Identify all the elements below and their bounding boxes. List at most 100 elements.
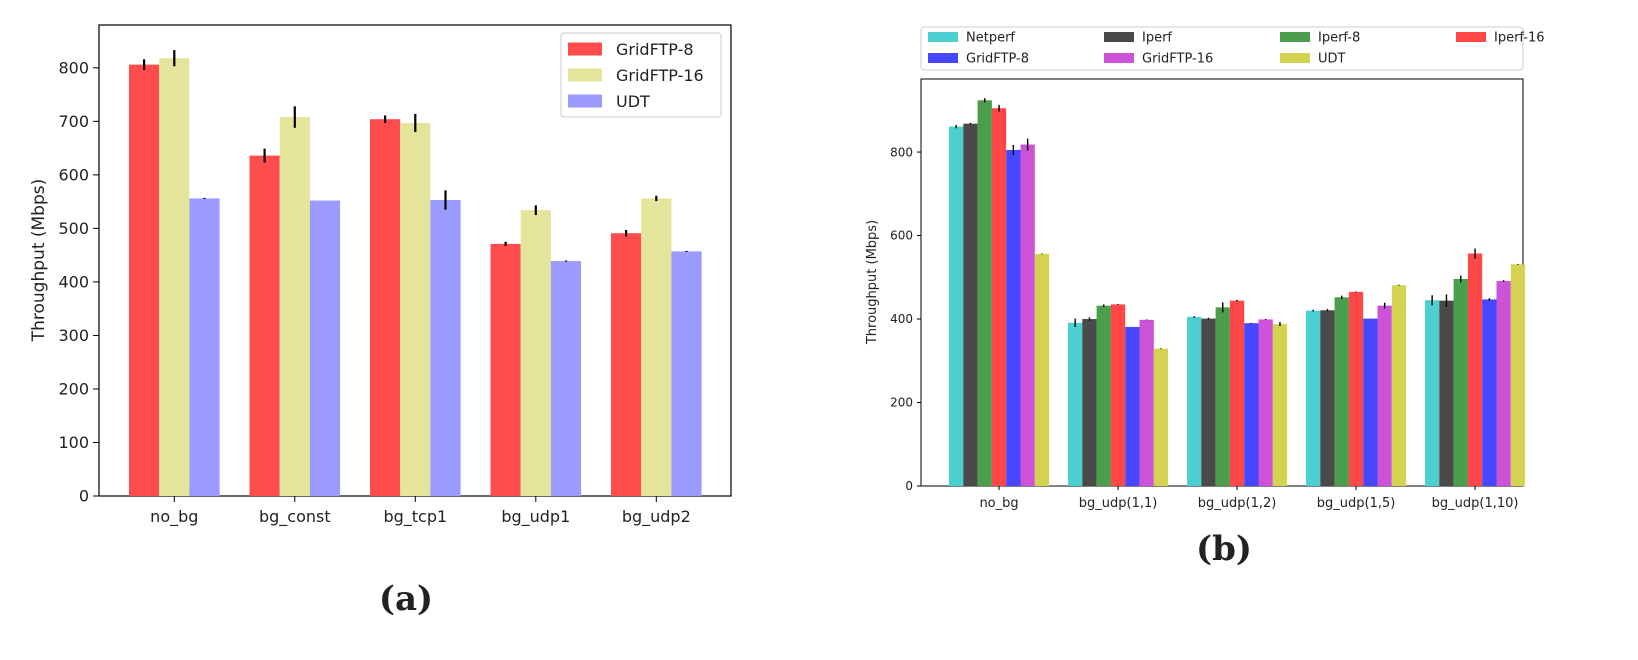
x-tick-label: bg_udp(1,10): [1432, 496, 1519, 511]
bar-udt-no-bg: [1034, 253, 1050, 486]
x-axis-b: no_bg bg_udp(1,1) bg_udp(1,2) bg_udp(1,5) bg…: [979, 486, 1518, 511]
bar-udt-no-bg: [189, 198, 220, 496]
legend-swatch-iperf: [1104, 32, 1134, 42]
x-tick-label: no_bg: [150, 507, 198, 527]
legend-b: Netperf Iperf Iperf-8 Iperf-16 GridFTP-8 Grid…: [920, 26, 1545, 71]
chart-panel-b: 0 200 400 600 800 no_bg bg_udp(1,1) bg_udp(1,2…: [865, 26, 1545, 569]
bars-b: [949, 98, 1526, 487]
legend-swatch-iperf-16: [1456, 32, 1486, 42]
legend-label-gridftp-8: GridFTP-8: [966, 52, 1029, 67]
bar-gridftp-8-bg-udp-1-1-: [1125, 326, 1140, 486]
chart-panel-a: 0 100 200 300 400 500 600 700 800 no_bg bg_const b…: [29, 24, 732, 619]
y-tick-label: 100: [58, 433, 89, 452]
bar-gridftp-8-no-bg: [1006, 149, 1021, 486]
y-tick-label: 0: [905, 479, 913, 493]
bar-netperf-bg-udp-1-5-: [1306, 310, 1321, 486]
y-tick-label: 0: [79, 487, 89, 506]
bar-udt-bg-udp2: [671, 251, 702, 496]
bar-gridftp-8-bg-udp-1-5-: [1363, 318, 1378, 486]
bar-iperf-16-bg-udp-1-1-: [1110, 304, 1126, 486]
bar-gridftp-16-no-bg: [159, 58, 190, 497]
legend-label-gridftp-16: GridFTP-16: [1142, 52, 1213, 67]
bar-iperf-16-bg-udp-1-10-: [1467, 253, 1483, 486]
y-tick-label: 800: [890, 145, 913, 159]
bar-iperf-no-bg: [963, 123, 978, 486]
bar-iperf-bg-udp-1-5-: [1320, 310, 1335, 486]
y-axis-b: 0 200 400 600 800: [890, 145, 921, 493]
bar-netperf-no-bg: [949, 126, 964, 486]
bar-netperf-bg-udp-1-2-: [1187, 316, 1202, 486]
bar-iperf-16-bg-udp-1-2-: [1229, 300, 1245, 486]
bar-netperf-bg-udp-1-1-: [1068, 322, 1083, 486]
bar-gridftp-16-bg-udp-1-2-: [1258, 319, 1273, 486]
legend-label-gridftp-8: GridFTP-8: [616, 40, 694, 59]
bar-gridftp-8-no-bg: [129, 64, 160, 497]
y-axis-a: 0 100 200 300 400 500 600 700 800: [58, 58, 99, 506]
x-tick-label: bg_udp(1,1): [1079, 496, 1158, 511]
bar-iperf-bg-udp-1-10-: [1439, 300, 1454, 486]
x-tick-label: bg_udp(1,2): [1198, 496, 1277, 511]
bar-iperf-8-bg-udp-1-10-: [1453, 278, 1468, 486]
y-tick-label: 400: [58, 273, 89, 292]
x-axis-a: no_bg bg_const bg_tcp1 bg_udp1 bg_udp2: [150, 496, 691, 527]
x-tick-label: bg_udp2: [622, 507, 691, 527]
bar-iperf-bg-udp-1-1-: [1082, 319, 1097, 486]
bar-netperf-bg-udp-1-10-: [1425, 300, 1440, 486]
legend-label-iperf-16: Iperf-16: [1494, 31, 1545, 46]
bar-udt-bg-udp-1-10-: [1510, 264, 1526, 486]
y-tick-label: 200: [58, 380, 89, 399]
bar-iperf-8-no-bg: [977, 100, 992, 486]
bar-gridftp-8-bg-udp-1-10-: [1482, 299, 1497, 486]
y-tick-label: 600: [58, 165, 89, 184]
bar-udt-bg-udp1: [550, 261, 582, 496]
legend-label-netperf: Netperf: [966, 31, 1015, 46]
y-tick-label: 500: [58, 219, 89, 238]
y-tick-label: 700: [58, 112, 89, 131]
bar-udt-bg-udp-1-5-: [1391, 285, 1407, 486]
bar-gridftp-16-bg-udp-1-1-: [1139, 319, 1154, 486]
bar-gridftp-16-bg-const: [279, 117, 310, 497]
bar-udt-bg-udp-1-1-: [1153, 348, 1169, 486]
y-tick-label: 300: [58, 326, 89, 345]
x-tick-label: bg_const: [259, 507, 331, 527]
bar-iperf-8-bg-udp-1-5-: [1334, 297, 1349, 486]
y-axis-label-b: Throughput (Mbps): [865, 220, 880, 345]
bar-gridftp-16-bg-udp2: [641, 198, 672, 496]
bar-iperf-16-no-bg: [991, 108, 1007, 486]
y-tick-label: 800: [58, 58, 89, 77]
bar-gridftp-8-bg-udp1: [490, 243, 521, 496]
bar-gridftp-8-bg-tcp1: [370, 119, 401, 496]
bar-gridftp-8-bg-udp2: [611, 233, 642, 496]
bar-iperf-bg-udp-1-2-: [1201, 318, 1216, 486]
bar-gridftp-16-no-bg: [1020, 144, 1035, 487]
bar-gridftp-16-bg-udp-1-10-: [1496, 281, 1511, 486]
legend-label-gridftp-16: GridFTP-16: [616, 66, 704, 85]
x-tick-label: bg_udp(1,5): [1317, 496, 1396, 511]
legend-swatch-udt: [1280, 53, 1310, 63]
legend-label-iperf: Iperf: [1142, 31, 1172, 46]
legend-frame-b: [920, 26, 1524, 71]
legend-swatch-iperf-8: [1280, 32, 1310, 42]
legend-a: GridFTP-8 GridFTP-16 UDT: [560, 32, 722, 118]
legend-swatch-gridftp-8: [568, 42, 602, 56]
y-tick-label: 600: [890, 229, 913, 243]
x-tick-label: bg_tcp1: [383, 507, 447, 527]
panel-label-b: (b): [1196, 529, 1252, 569]
bar-udt-bg-udp-1-2-: [1272, 324, 1288, 486]
legend-swatch-netperf: [928, 32, 958, 42]
panel-label-a: (a): [379, 579, 433, 619]
bar-gridftp-8-bg-udp-1-2-: [1244, 323, 1259, 486]
bar-gridftp-8-bg-const: [249, 155, 280, 496]
bar-udt-bg-const: [309, 200, 341, 496]
legend-swatch-udt: [568, 94, 602, 108]
legend-swatch-gridftp-16: [1104, 53, 1134, 63]
bar-gridftp-16-bg-tcp1: [400, 122, 431, 496]
bars-a: [129, 50, 702, 497]
legend-swatch-gridftp-16: [568, 68, 602, 82]
bar-iperf-8-bg-udp-1-2-: [1215, 307, 1230, 486]
y-axis-label-a: Throughput (Mbps): [29, 179, 49, 343]
y-tick-label: 200: [890, 396, 913, 410]
x-tick-label: bg_udp1: [501, 507, 570, 527]
x-tick-label: no_bg: [979, 496, 1018, 511]
